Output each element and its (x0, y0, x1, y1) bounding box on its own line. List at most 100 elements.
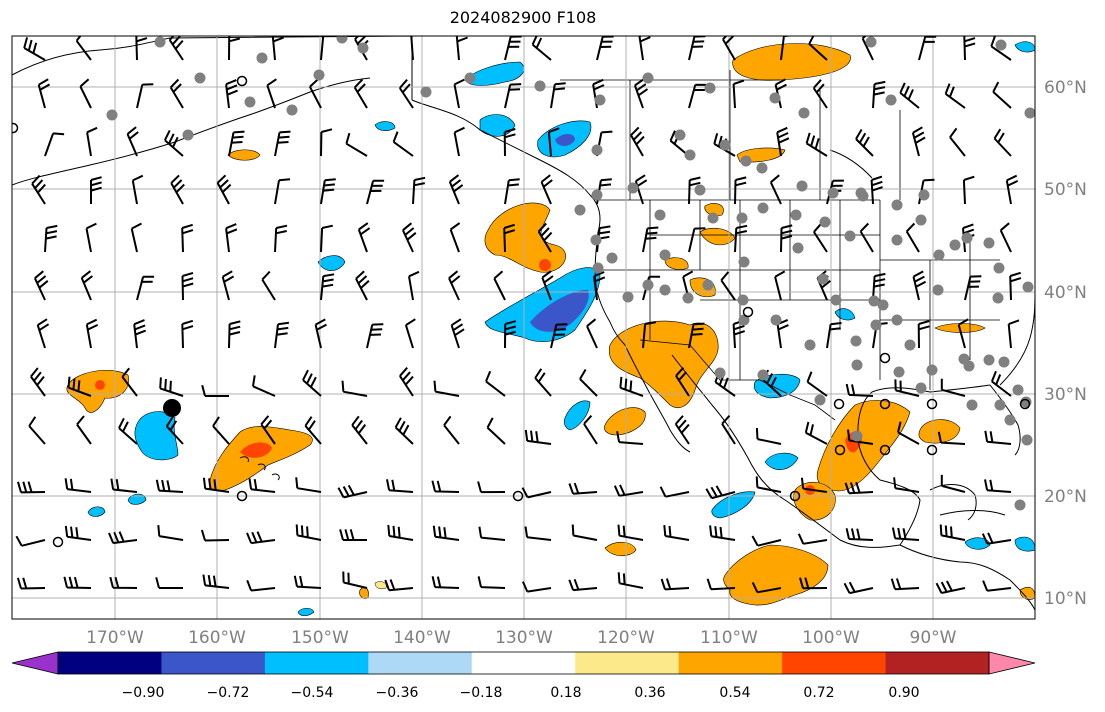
wind-barb (320, 178, 336, 205)
royal-blue-core (555, 134, 575, 146)
wind-barb (990, 370, 1012, 397)
station-dot (694, 184, 706, 196)
colorbar-swatch (678, 652, 783, 674)
wind-barb (169, 78, 184, 109)
colorbar-swatch (885, 652, 990, 674)
wind-barb (431, 480, 460, 493)
wind-barb (63, 576, 92, 589)
wind-barb (721, 415, 736, 445)
station-dot (1024, 107, 1035, 119)
wind-barb (339, 529, 367, 541)
orange-region (918, 419, 961, 444)
wind-barb (387, 524, 414, 541)
wind-barb (891, 527, 920, 541)
station-dot (738, 256, 750, 268)
wind-barb (855, 128, 874, 157)
blue-region (563, 400, 591, 431)
wind-barb (248, 478, 276, 493)
station-dot (798, 107, 810, 119)
wind-barb (85, 318, 99, 349)
wind-barb (957, 318, 969, 349)
wind-barb (412, 176, 426, 205)
blue-region (127, 493, 147, 505)
wind-barb (228, 36, 241, 61)
orange-region (732, 43, 851, 81)
wind-barb (633, 78, 649, 109)
red-core (240, 442, 272, 458)
wind-barb (550, 323, 568, 349)
map-title: 2024082900 F108 (449, 8, 597, 27)
cuba (939, 509, 1006, 516)
wind-barb (870, 175, 883, 205)
colorbar-tick-label: −0.36 (376, 685, 419, 701)
station-dot (737, 294, 749, 306)
wind-barb (586, 318, 598, 349)
wind-barb (799, 577, 828, 590)
wind-barb (537, 222, 553, 253)
us-west-coast (594, 231, 626, 346)
wind-barb (274, 224, 288, 253)
station-dot (963, 360, 975, 372)
hawaii-islands (239, 456, 280, 481)
station-dot (704, 82, 716, 94)
station-dot (1022, 281, 1034, 293)
wind-barb (872, 80, 886, 109)
station-dot (574, 204, 586, 216)
wind-barb (897, 421, 920, 445)
red-core (95, 380, 105, 390)
wind-barb (121, 367, 138, 397)
wind-barb (410, 36, 415, 61)
wind-barb (304, 416, 322, 445)
lon-label: 100°W (802, 628, 860, 648)
wind-barb (776, 126, 790, 157)
lat-label: 30°N (1044, 385, 1087, 405)
wind-barb (813, 223, 828, 253)
station-dot (893, 366, 905, 378)
wind-barb (659, 486, 690, 498)
open-station-marker (879, 444, 891, 456)
central-america (899, 544, 1035, 611)
open-station-marker (236, 490, 248, 502)
wind-barb (80, 270, 94, 301)
wind-barb (44, 132, 65, 157)
station-dot (736, 212, 748, 224)
station-dot (993, 262, 1005, 274)
station-dot (885, 94, 897, 106)
wind-barb (751, 581, 782, 594)
station-dot (654, 209, 666, 221)
station-dot (719, 139, 731, 151)
orange-region (66, 369, 129, 413)
wind-barb (320, 36, 330, 61)
wind-barb (366, 323, 384, 349)
wind-barb (44, 224, 58, 253)
colorbar-tick-label: 0.72 (803, 685, 834, 701)
orange-region (209, 426, 313, 491)
wind-barb (31, 174, 46, 205)
wind-barb (674, 415, 690, 445)
wind-barb (30, 367, 46, 397)
wind-barb (780, 224, 793, 253)
wind-barb (86, 126, 98, 157)
station-dot (714, 367, 726, 379)
colorbar-swatch (471, 652, 576, 674)
red-core (539, 259, 551, 271)
station-dot (154, 36, 166, 48)
wind-barb (201, 385, 229, 397)
wind-barb (157, 525, 184, 541)
wind-barbs (15, 36, 1022, 595)
station-dot (757, 369, 769, 381)
wind-barb (355, 270, 370, 301)
wind-barb (962, 175, 975, 205)
wind-barb (165, 416, 184, 445)
wind-barb (64, 525, 92, 541)
wind-barb (453, 78, 465, 109)
wind-barb (448, 270, 461, 301)
hudson-bay-coast (829, 149, 873, 179)
wind-barb (547, 127, 560, 157)
wind-barb (342, 571, 368, 589)
wind-barb (872, 272, 886, 301)
orange-region (604, 407, 646, 436)
station-dot (1012, 384, 1024, 396)
wind-barb (353, 78, 368, 109)
